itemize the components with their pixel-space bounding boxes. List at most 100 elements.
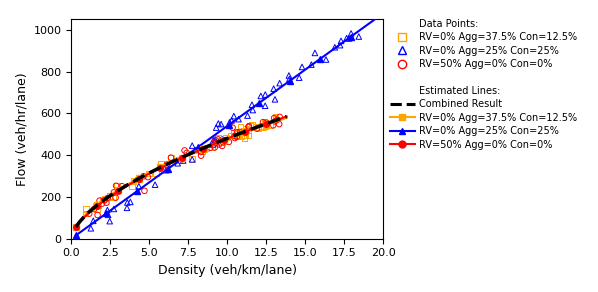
Point (81, 206, 90, 211)
Point (310, 51, 320, 55)
Point (232, 130, 242, 135)
Point (218, 137, 227, 142)
Point (219, 139, 229, 143)
Point (256, 94, 266, 98)
Point (161, 168, 171, 173)
Point (248, 108, 258, 112)
Point (108, 195, 118, 200)
Point (134, 184, 144, 189)
Point (234, 117, 243, 121)
Point (307, 62, 316, 67)
Point (275, 114, 285, 119)
Point (294, 75, 304, 80)
Point (252, 126, 262, 131)
Point (232, 135, 242, 139)
Point (163, 164, 172, 168)
Point (251, 125, 261, 129)
Point (270, 117, 280, 121)
Point (226, 133, 236, 138)
Point (229, 114, 239, 119)
Point (261, 120, 271, 125)
Point (89, 207, 99, 211)
Point (336, 39, 346, 43)
Point (123, 200, 132, 205)
Point (212, 125, 221, 130)
Point (218, 138, 228, 143)
Point (330, 45, 340, 50)
Point (187, 157, 197, 161)
Point (103, 208, 112, 212)
Point (245, 124, 255, 128)
Point (237, 130, 246, 135)
Point (269, 86, 279, 91)
Y-axis label: Flow (veh/hr/lane): Flow (veh/hr/lane) (15, 72, 28, 186)
Point (230, 136, 240, 140)
Point (109, 190, 118, 195)
Point (243, 113, 252, 118)
Point (166, 155, 176, 160)
Point (261, 92, 270, 97)
Point (243, 125, 253, 129)
Point (93, 213, 102, 217)
Point (213, 121, 223, 126)
Point (103, 213, 113, 217)
Point (178, 158, 188, 163)
Point (233, 131, 243, 136)
Point (207, 145, 216, 149)
Point (275, 81, 285, 86)
Point (230, 134, 239, 138)
Point (247, 123, 257, 127)
Point (156, 161, 166, 166)
Point (270, 119, 280, 124)
Point (229, 130, 239, 135)
Point (100, 196, 109, 201)
Point (95, 198, 105, 203)
Point (214, 142, 224, 147)
Point (191, 148, 201, 152)
Point (225, 120, 234, 125)
Point (297, 65, 307, 69)
Point (210, 139, 220, 144)
Point (240, 136, 249, 140)
Point (213, 137, 223, 142)
Point (274, 122, 284, 126)
Point (269, 116, 279, 120)
Point (233, 133, 242, 138)
Point (105, 219, 114, 223)
Point (216, 122, 226, 126)
Point (260, 103, 270, 108)
Legend: Data Points:, RV=0% Agg=37.5% Con=12.5%, RV=0% Agg=25% Con=25%, RV=50% Agg=0% Co: Data Points:, RV=0% Agg=37.5% Con=12.5%,… (386, 15, 581, 154)
Point (237, 134, 246, 139)
Point (242, 127, 251, 131)
Point (210, 145, 219, 150)
Point (218, 144, 227, 148)
Point (270, 97, 280, 102)
Point (187, 143, 197, 148)
Point (354, 34, 364, 39)
Point (175, 158, 184, 162)
Point (260, 121, 269, 125)
Point (236, 130, 246, 135)
Point (236, 124, 245, 129)
Point (224, 140, 234, 144)
Point (182, 151, 191, 155)
Point (196, 153, 206, 158)
Point (89, 218, 98, 223)
Point (216, 138, 226, 143)
Point (239, 133, 249, 137)
Point (151, 171, 161, 175)
Point (218, 139, 228, 143)
Point (346, 31, 356, 36)
Point (243, 128, 253, 132)
Point (254, 126, 264, 130)
Point (216, 140, 226, 145)
Point (210, 137, 220, 142)
Point (198, 149, 208, 154)
Point (253, 125, 263, 130)
Point (257, 124, 267, 129)
Point (272, 117, 282, 122)
Point (127, 184, 137, 188)
Point (180, 148, 190, 153)
Point (244, 124, 254, 128)
Point (91, 204, 100, 208)
